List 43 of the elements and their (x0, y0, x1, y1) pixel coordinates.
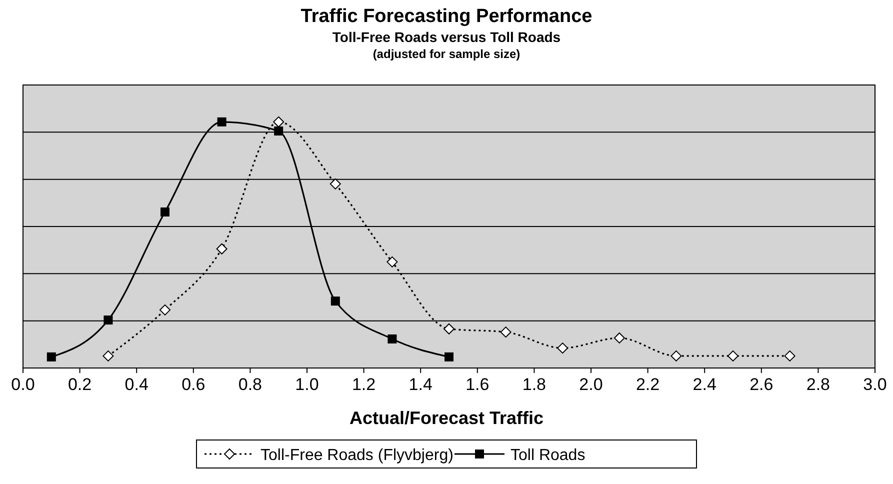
x-tick-label: 2.2 (636, 375, 660, 394)
point (386, 256, 398, 268)
point (728, 350, 738, 362)
point (614, 332, 625, 344)
x-tick-label: 1.4 (408, 375, 432, 394)
x-tick-label: 0.4 (124, 375, 148, 394)
point (216, 243, 228, 254)
x-tick-label: 1.0 (295, 375, 319, 394)
point (330, 178, 341, 190)
point (104, 316, 113, 325)
point (217, 117, 226, 126)
point (102, 350, 114, 362)
x-tick-label: 1.6 (466, 375, 490, 394)
point (160, 304, 170, 316)
chart-subtitle: Toll-Free Roads versus Toll Roads (332, 29, 561, 45)
chart-title: Traffic Forecasting Performance (300, 6, 592, 27)
point (444, 352, 454, 362)
point (784, 350, 796, 362)
x-tick-label: 0.6 (182, 375, 206, 394)
x-tick-label: 1.8 (522, 375, 546, 394)
x-tick-label: 2.0 (579, 375, 603, 394)
x-tick-label: 2.6 (750, 375, 774, 394)
x-tick-label: 2.4 (692, 375, 716, 394)
point (557, 342, 568, 354)
text: (adjusted for sample size) (372, 47, 520, 61)
legend-label: Toll Roads (510, 447, 586, 464)
point (444, 323, 454, 334)
point (670, 350, 682, 362)
x-tick-label: 1.2 (352, 375, 376, 394)
x-tick-label: 0.8 (238, 375, 262, 394)
point (330, 296, 340, 306)
point (388, 334, 397, 344)
point (46, 352, 56, 362)
point (273, 116, 284, 128)
point (160, 207, 170, 216)
x-axis-title: Actual/Forecast Traffic (349, 408, 544, 428)
x-tick-label: 3.0 (863, 375, 887, 394)
x-tick-label: 0.0 (11, 375, 35, 394)
legend-label: Toll-Free Roads (Flyvbjerg) (260, 447, 454, 464)
x-tick-label: 0.2 (68, 375, 92, 394)
point (500, 326, 512, 338)
x-tick-label: 2.8 (806, 375, 830, 394)
point (274, 126, 284, 136)
